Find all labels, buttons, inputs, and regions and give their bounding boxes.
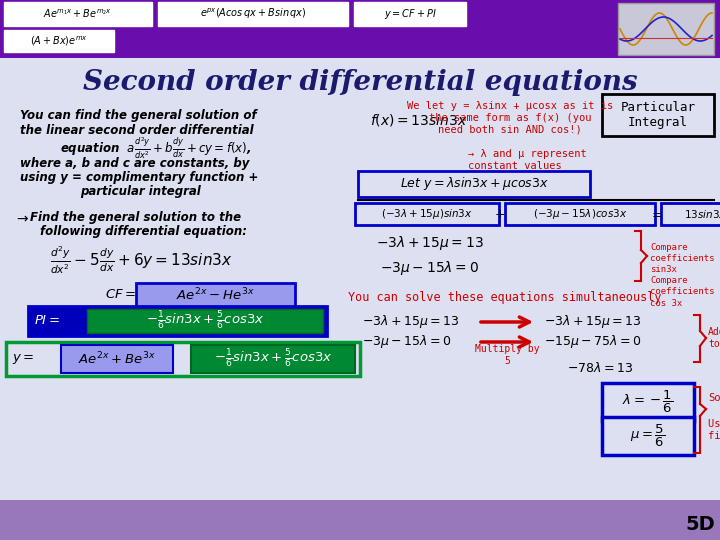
Text: $-\frac{1}{6}sin3x + \frac{5}{6}cos3x$: $-\frac{1}{6}sin3x + \frac{5}{6}cos3x$ bbox=[146, 310, 264, 332]
FancyBboxPatch shape bbox=[28, 306, 327, 336]
Text: $Let\ y = \lambda sin3x + \mu cos3x$: $Let\ y = \lambda sin3x + \mu cos3x$ bbox=[400, 176, 549, 192]
FancyBboxPatch shape bbox=[354, 2, 466, 26]
FancyBboxPatch shape bbox=[136, 283, 295, 307]
Bar bbox=[0, 0, 720, 58]
Text: $-\frac{1}{6}sin3x + \frac{5}{6}cos3x$: $-\frac{1}{6}sin3x + \frac{5}{6}cos3x$ bbox=[214, 348, 332, 370]
FancyBboxPatch shape bbox=[4, 30, 114, 52]
Text: $-3\lambda + 15\mu = 13$: $-3\lambda + 15\mu = 13$ bbox=[544, 314, 642, 330]
Text: using y = complimentary function +: using y = complimentary function + bbox=[20, 172, 258, 185]
Text: 5D: 5D bbox=[685, 515, 715, 534]
Text: $(-3\lambda+15\mu)sin3x$: $(-3\lambda+15\mu)sin3x$ bbox=[381, 207, 473, 221]
Text: $Ae^{2x} - He^{3x}$: $Ae^{2x} - He^{3x}$ bbox=[176, 287, 254, 303]
Text: where a, b and c are constants, by: where a, b and c are constants, by bbox=[20, 158, 249, 171]
Text: $Ae^{2x} + Be^{3x}$: $Ae^{2x} + Be^{3x}$ bbox=[78, 350, 156, 367]
Text: Compare
coefficients of
sin3x
Compare
coefficients of
cos 3x: Compare coefficients of sin3x Compare co… bbox=[650, 243, 720, 307]
FancyBboxPatch shape bbox=[618, 3, 714, 55]
Text: equation  $a\frac{d^2y}{dx^2} + b\frac{dy}{dx} + cy = f(x)$,: equation $a\frac{d^2y}{dx^2} + b\frac{dy… bbox=[60, 135, 251, 161]
Text: the linear second order differential: the linear second order differential bbox=[20, 124, 253, 137]
Text: Use to
find μ: Use to find μ bbox=[708, 419, 720, 441]
Text: Particular
Integral: Particular Integral bbox=[621, 101, 696, 129]
Text: $-3\lambda + 15\mu = 13$: $-3\lambda + 15\mu = 13$ bbox=[362, 314, 459, 330]
Text: $y = CF + PI$: $y = CF + PI$ bbox=[384, 7, 436, 21]
Text: $Ae^{m_1x} + Be^{m_2x}$: $Ae^{m_1x} + Be^{m_2x}$ bbox=[43, 8, 112, 20]
FancyBboxPatch shape bbox=[602, 383, 694, 421]
Text: $-3\mu - 15\lambda = 0$: $-3\mu - 15\lambda = 0$ bbox=[362, 334, 451, 350]
Text: You can solve these equations simultaneously: You can solve these equations simultaneo… bbox=[348, 292, 662, 305]
FancyBboxPatch shape bbox=[191, 345, 355, 373]
Text: Second order differential equations: Second order differential equations bbox=[83, 69, 637, 96]
Text: $+$: $+$ bbox=[495, 207, 505, 220]
Text: $\frac{d^2y}{dx^2} - 5\frac{dy}{dx} + 6y = 13sin3x$: $\frac{d^2y}{dx^2} - 5\frac{dy}{dx} + 6y… bbox=[50, 244, 233, 276]
Text: $(-3\mu - 15\lambda)cos3x$: $(-3\mu - 15\lambda)cos3x$ bbox=[533, 207, 627, 221]
FancyBboxPatch shape bbox=[87, 309, 323, 333]
Text: Multiply by
5: Multiply by 5 bbox=[474, 344, 539, 366]
FancyBboxPatch shape bbox=[602, 417, 694, 455]
Text: $y = $: $y = $ bbox=[12, 352, 35, 366]
Text: $e^{px}(Acos\,qx + Bsin\,qx)$: $e^{px}(Acos\,qx + Bsin\,qx)$ bbox=[199, 7, 306, 21]
Text: $\mu = \dfrac{5}{6}$: $\mu = \dfrac{5}{6}$ bbox=[630, 423, 666, 449]
FancyBboxPatch shape bbox=[61, 345, 173, 373]
Text: Find the general solution to the: Find the general solution to the bbox=[30, 212, 241, 225]
Text: following differential equation:: following differential equation: bbox=[40, 226, 247, 239]
Text: $(A + Bx)e^{mx}$: $(A + Bx)e^{mx}$ bbox=[30, 35, 88, 48]
Text: $=$: $=$ bbox=[649, 207, 663, 220]
FancyBboxPatch shape bbox=[355, 203, 499, 225]
Text: $CF = $: $CF = $ bbox=[105, 288, 136, 301]
Bar bbox=[0, 500, 720, 540]
Text: $PI = $: $PI = $ bbox=[34, 314, 60, 327]
FancyBboxPatch shape bbox=[4, 2, 152, 26]
Text: Add
together: Add together bbox=[708, 327, 720, 349]
FancyBboxPatch shape bbox=[158, 2, 348, 26]
FancyBboxPatch shape bbox=[6, 342, 360, 376]
Text: $-15\mu - 75\lambda = 0$: $-15\mu - 75\lambda = 0$ bbox=[544, 334, 642, 350]
Text: → λ and μ represent
constant values: → λ and μ represent constant values bbox=[468, 149, 587, 171]
Text: $\lambda = -\dfrac{1}{6}$: $\lambda = -\dfrac{1}{6}$ bbox=[622, 389, 674, 415]
FancyBboxPatch shape bbox=[602, 94, 714, 136]
Text: Solve: Solve bbox=[708, 393, 720, 403]
Text: $f(x) = 13sin3x$: $f(x) = 13sin3x$ bbox=[370, 112, 468, 128]
FancyBboxPatch shape bbox=[505, 203, 655, 225]
Text: $-3\lambda + 15\mu = 13$: $-3\lambda + 15\mu = 13$ bbox=[376, 234, 484, 252]
FancyBboxPatch shape bbox=[358, 171, 590, 197]
Text: We let y = λsinx + μcosx as it is
the same form as f(x) (you
need both sin AND c: We let y = λsinx + μcosx as it is the sa… bbox=[407, 102, 613, 134]
Text: $-78\lambda = 13$: $-78\lambda = 13$ bbox=[567, 361, 633, 375]
Text: $\rightarrow$: $\rightarrow$ bbox=[14, 211, 30, 225]
Text: particular integral: particular integral bbox=[80, 186, 201, 199]
Text: You can find the general solution of: You can find the general solution of bbox=[20, 110, 256, 123]
FancyBboxPatch shape bbox=[661, 203, 720, 225]
Text: $-3\mu - 15\lambda = 0$: $-3\mu - 15\lambda = 0$ bbox=[380, 259, 480, 277]
Text: $13sin3x$: $13sin3x$ bbox=[683, 208, 720, 220]
